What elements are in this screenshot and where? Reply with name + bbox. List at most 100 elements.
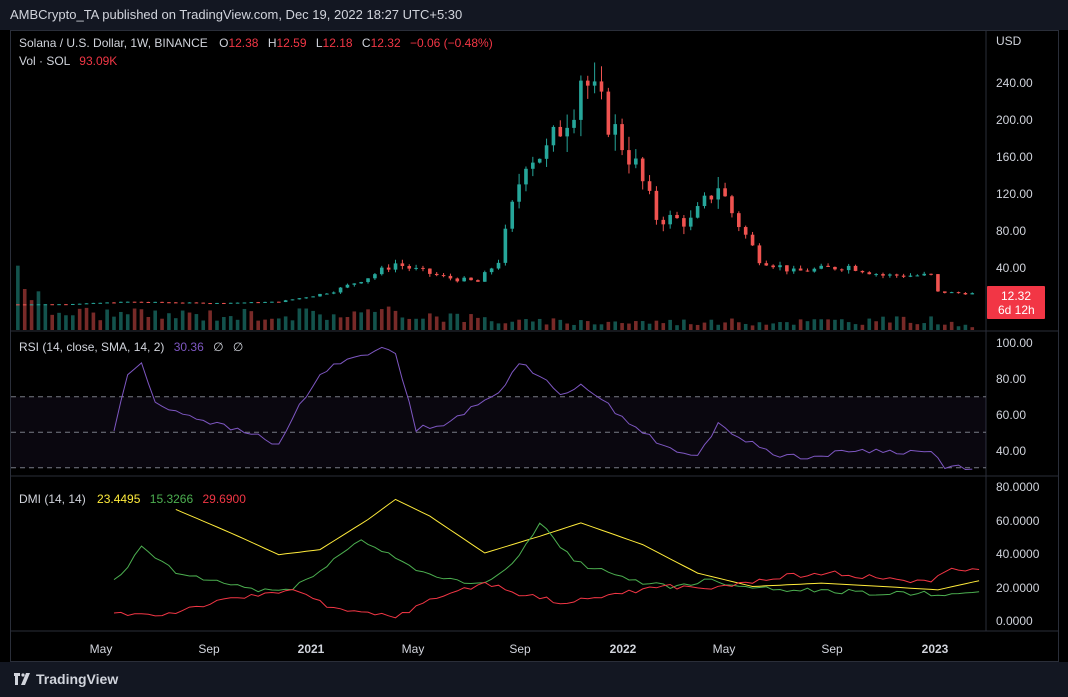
chart-canvas[interactable]: USD 240.00 200.00 160.00 120.00 80.00 40… [11, 31, 1058, 661]
volume-bar [743, 323, 748, 330]
candle-body [139, 301, 144, 303]
candle-body [125, 301, 130, 303]
volume-bar [311, 310, 315, 330]
dmi-tick: 0.0000 [996, 614, 1033, 628]
volume-bar [345, 317, 350, 330]
candle-body [482, 272, 487, 282]
close-label: C [362, 36, 371, 50]
volume-bar [558, 319, 563, 330]
candle-body [750, 234, 755, 246]
dmi-label: DMI (14, 14) [19, 492, 86, 506]
brand-name: TradingView [36, 671, 119, 687]
volume-bar [496, 323, 501, 330]
candle-body [393, 263, 398, 270]
candle-body [819, 265, 824, 269]
volume-bar [791, 324, 796, 330]
volume-bar [551, 318, 556, 330]
plus-di-line [113, 522, 980, 597]
candle-body [743, 227, 748, 235]
volume-bar [228, 316, 233, 330]
candle-body [791, 268, 796, 272]
candle-body [551, 126, 556, 146]
volume-bar [599, 324, 604, 330]
dmi-tick: 80.0000 [996, 480, 1040, 494]
volume-bar [91, 312, 96, 330]
volume-bar [180, 310, 185, 330]
candle-body [888, 274, 892, 276]
price-tick: 160.00 [996, 150, 1033, 164]
volume-bar [833, 319, 837, 330]
low-label: L [316, 36, 323, 50]
candle-body [537, 158, 542, 163]
candle-body [407, 266, 412, 269]
symbol-title: Solana / U.S. Dollar, 1W, BINANCE [19, 36, 208, 50]
price-tick: 240.00 [996, 76, 1033, 90]
candle-body [91, 302, 96, 304]
candle-body [373, 274, 377, 279]
price-tick: 120.00 [996, 187, 1033, 201]
volume-bar [359, 312, 363, 330]
candle-body [242, 302, 247, 304]
volume-bar [640, 321, 645, 330]
candle-body [290, 299, 295, 301]
volume-bar [373, 311, 377, 330]
volume-bar [949, 321, 954, 330]
candle-body [112, 302, 116, 304]
candle-body [805, 270, 810, 272]
last-price-value: 12.32 [1001, 289, 1031, 303]
volume-bar [290, 320, 295, 330]
minus-di-value: 29.6900 [203, 492, 247, 506]
candle-body [634, 158, 638, 165]
volume-bars [16, 265, 975, 330]
rsi-tick: 80.00 [996, 372, 1026, 386]
candle-body [29, 304, 34, 306]
volume-bar [737, 322, 741, 330]
candle-body [936, 274, 940, 292]
volume-bar [43, 304, 48, 330]
candle-body [98, 302, 103, 304]
rsi-line [113, 346, 973, 471]
dmi-legend: DMI (14, 14) 23.4495 15.3266 29.6900 [19, 492, 246, 506]
candle-body [737, 213, 741, 228]
candle-body [194, 302, 199, 304]
chart-frame[interactable]: USD 240.00 200.00 160.00 120.00 80.00 40… [10, 30, 1059, 662]
volume-bar [860, 324, 865, 330]
candle-body [235, 302, 240, 304]
candle-body [400, 263, 405, 267]
volume-bar [881, 316, 885, 330]
volume-bar [634, 321, 638, 330]
volume-bar [36, 291, 41, 330]
low-value: 12.18 [323, 36, 353, 50]
candle-body [311, 296, 315, 298]
volume-bar [627, 323, 631, 330]
candle-body [510, 201, 515, 229]
tradingview-brand[interactable]: TradingView [14, 671, 118, 687]
candle-body [421, 267, 425, 269]
candle-body [606, 91, 611, 135]
candle-body [283, 300, 288, 303]
candle-body [50, 304, 54, 306]
open-label: O [219, 36, 228, 50]
volume-bar [661, 323, 666, 330]
time-label: Sep [821, 642, 843, 656]
candle-body [558, 126, 563, 137]
price-legend: Solana / U.S. Dollar, 1W, BINANCE O12.38… [19, 36, 493, 50]
volume-bar [98, 320, 103, 330]
candle-body [455, 278, 460, 282]
candle-body [503, 228, 508, 263]
candle-body [77, 303, 82, 305]
candle-body [723, 188, 727, 197]
candle-body [846, 265, 851, 271]
volume-bar [565, 323, 569, 330]
candle-body [215, 302, 219, 304]
candle-body [572, 119, 576, 128]
volume-bar [462, 321, 466, 330]
candle-body [318, 293, 322, 297]
candle-body [874, 274, 878, 276]
candle-body [462, 277, 466, 282]
volume-bar [510, 321, 515, 330]
rsi-tick: 100.00 [996, 336, 1033, 350]
candle-body [448, 275, 453, 279]
volume-bar [688, 324, 693, 330]
volume-bar [222, 317, 226, 330]
